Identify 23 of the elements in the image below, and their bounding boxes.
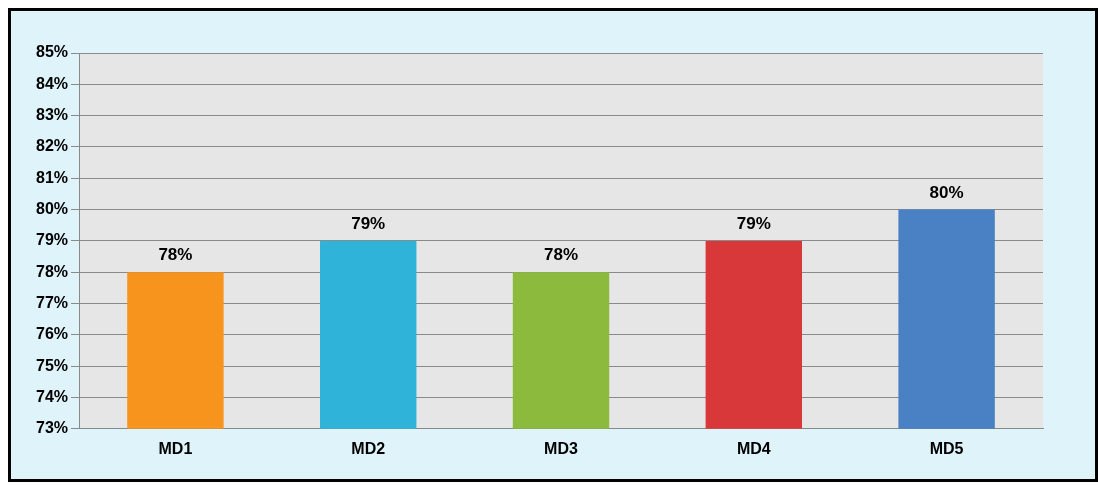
y-tick-label: 74% — [35, 387, 69, 405]
data-label: 80% — [929, 182, 964, 202]
x-tick-label: MD2 — [351, 439, 386, 457]
x-tick-label: MD1 — [158, 439, 193, 457]
y-tick-label: 80% — [35, 199, 69, 217]
x-tick-label: MD4 — [736, 439, 771, 457]
y-tick-label: 82% — [35, 137, 69, 155]
x-tick-label: MD3 — [544, 439, 578, 457]
x-tick-label: MD5 — [929, 439, 964, 457]
data-label: 78% — [544, 245, 579, 265]
y-tick-label: 78% — [35, 262, 69, 280]
y-tick-label: 73% — [35, 419, 69, 437]
y-tick-label: 85% — [35, 43, 69, 61]
y-tick-label: 76% — [35, 325, 69, 343]
data-label: 79% — [736, 214, 771, 234]
y-tick-label: 83% — [35, 106, 69, 124]
data-label: 78% — [158, 245, 193, 265]
y-tick-label: 75% — [35, 356, 69, 374]
y-tick-label: 79% — [35, 231, 69, 249]
y-tick-label: 77% — [35, 293, 69, 311]
y-tick-label: 84% — [35, 74, 69, 92]
y-tick-label: 81% — [35, 168, 69, 186]
data-label: 79% — [351, 214, 386, 234]
